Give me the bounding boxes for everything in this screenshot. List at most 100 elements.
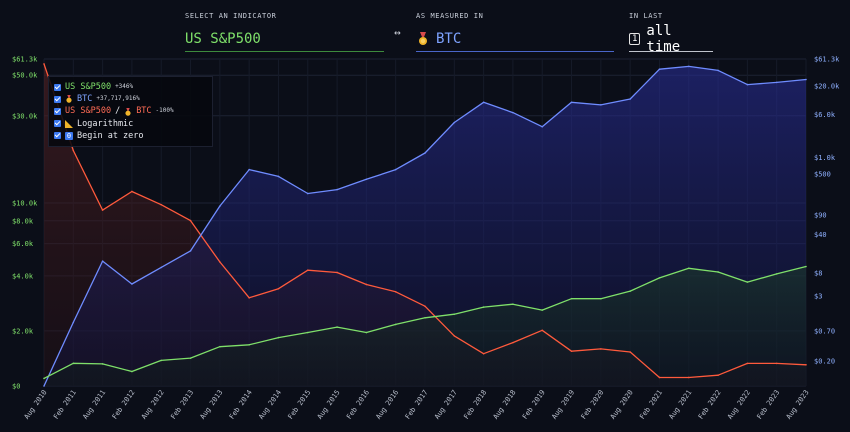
x-tick-label: Aug 2012: [140, 389, 166, 421]
point-btc: [189, 250, 192, 252]
point-btc: [658, 68, 661, 71]
point-sp500: [306, 331, 309, 334]
point-sp500: [658, 277, 661, 279]
measure-selector-label: AS MEASURED IN: [416, 12, 484, 20]
point-ratio: [72, 149, 75, 152]
point-ratio: [541, 329, 544, 332]
x-tick-label: Aug 2017: [433, 389, 459, 421]
point-sp500: [482, 306, 485, 308]
left-tick-label: $10.0k: [12, 200, 38, 208]
legend-label-b: BTC: [136, 106, 152, 117]
checkbox-icon[interactable]: [54, 132, 61, 140]
right-tick-label: $20.0k: [814, 82, 840, 90]
point-ratio: [219, 261, 221, 263]
point-ratio: [717, 374, 719, 376]
point-ratio: [687, 376, 690, 379]
point-ratio: [277, 287, 280, 290]
left-axis: $61.3k $50.0k $30.0k $10.0k $8.0k $6.0k $4.0k $…: [12, 56, 38, 391]
x-tick-label: Aug 2011: [81, 389, 107, 421]
x-tick-label: Aug 2020: [609, 389, 635, 421]
point-btc: [805, 78, 807, 81]
legend-label: Logarithmic: [77, 118, 134, 129]
checkbox-icon[interactable]: [54, 120, 61, 128]
indicator-selector[interactable]: SELECT AN INDICATOR US S&P500: [185, 12, 384, 52]
point-btc: [717, 69, 719, 72]
legend-item-btc[interactable]: BTC +37,717,916%: [54, 93, 208, 105]
point-ratio: [629, 351, 631, 353]
range-selector[interactable]: IN LAST 1 all time: [629, 12, 713, 55]
x-axis: Aug 2010 Feb 2011 Aug 2011 Feb 2012 Aug 2012…: [23, 389, 811, 421]
left-tick-label: $4.0k: [12, 272, 34, 280]
x-tick-label: Aug 2014: [257, 389, 283, 421]
measure-value: BTC: [436, 31, 462, 47]
measure-selector[interactable]: AS MEASURED IN BTC: [416, 12, 614, 52]
legend-item-begin-at-zero[interactable]: 0 Begin at zero: [54, 130, 208, 142]
point-sp500: [101, 363, 104, 365]
x-tick-label: Feb 2020: [580, 389, 606, 421]
checkbox-icon[interactable]: [54, 108, 61, 115]
point-ratio: [160, 203, 163, 206]
right-tick-label: $0.70: [814, 327, 835, 335]
point-sp500: [629, 290, 631, 292]
legend-label: Begin at zero: [77, 130, 144, 141]
x-tick-label: Aug 2018: [492, 389, 518, 421]
point-btc: [600, 104, 602, 106]
point-btc: [72, 321, 75, 324]
x-tick-label: Aug 2023: [785, 389, 811, 421]
indicator-field[interactable]: US S&P500: [185, 27, 384, 52]
checkbox-icon[interactable]: [54, 95, 61, 103]
point-sp500: [365, 331, 368, 334]
right-tick-label: $500: [814, 170, 831, 178]
point-ratio: [424, 305, 426, 308]
left-tick-label: $61.3k: [12, 56, 38, 64]
point-sp500: [189, 357, 192, 359]
x-tick-label: Aug 2015: [316, 389, 342, 421]
indicator-value: US S&P500: [185, 31, 261, 47]
point-btc: [248, 168, 250, 171]
measure-field[interactable]: BTC: [416, 27, 614, 52]
point-sp500: [277, 336, 280, 339]
range-field[interactable]: 1 all time: [629, 23, 713, 55]
x-tick-label: Feb 2013: [169, 389, 195, 421]
point-btc: [101, 260, 104, 262]
medal-icon: [65, 95, 73, 104]
point-sp500: [541, 309, 544, 311]
point-sp500: [248, 343, 250, 346]
point-ratio: [306, 269, 309, 272]
point-sp500: [424, 316, 426, 319]
point-sp500: [219, 345, 221, 348]
point-ratio: [365, 283, 368, 286]
checkbox-icon[interactable]: [54, 83, 61, 91]
x-tick-label: Aug 2010: [23, 389, 49, 421]
point-btc: [160, 266, 163, 269]
point-sp500: [570, 297, 573, 300]
point-btc: [394, 168, 397, 171]
legend-item-sp500[interactable]: US S&P500 +346%: [54, 81, 208, 93]
left-tick-label: $2.0k: [12, 327, 34, 335]
point-ratio: [336, 271, 338, 274]
point-ratio: [512, 341, 514, 344]
point-btc: [687, 65, 690, 68]
legend-item-ratio[interactable]: US S&P500 / BTC -100%: [54, 105, 208, 117]
point-ratio: [453, 335, 456, 337]
point-sp500: [775, 273, 778, 275]
right-tick-label: $0.20: [814, 357, 835, 365]
point-btc: [482, 101, 485, 104]
ruler-triangle-icon: [65, 119, 73, 128]
x-tick-label: Feb 2017: [404, 389, 430, 421]
point-sp500: [512, 303, 514, 305]
left-tick-label: $6.0k: [12, 240, 34, 248]
legend-change: -100%: [155, 107, 174, 115]
point-ratio: [600, 348, 602, 350]
x-tick-label: Feb 2012: [111, 389, 137, 421]
x-tick-label: Feb 2022: [697, 389, 723, 421]
legend-change: +346%: [115, 83, 134, 90]
x-tick-label: Aug 2013: [199, 389, 225, 421]
swap-arrows-icon[interactable]: ↔: [394, 26, 401, 39]
point-ratio: [746, 362, 749, 365]
point-btc: [365, 178, 368, 181]
point-btc: [424, 152, 426, 154]
right-tick-label: $61.3k: [814, 56, 840, 64]
legend-item-logarithmic[interactable]: Logarithmic: [54, 118, 208, 130]
